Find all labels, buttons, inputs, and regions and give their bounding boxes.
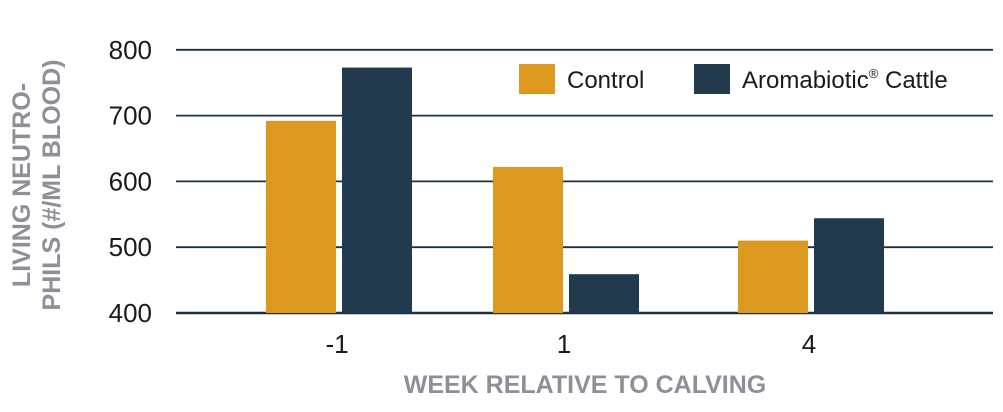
y-tick-label-800: 800	[109, 35, 152, 65]
legend-swatch-control	[519, 64, 555, 94]
bar-aromabiotic-week-4	[814, 218, 884, 313]
legend: Control Aromabiotic® Cattle	[519, 64, 948, 94]
x-axis-title: WEEK RELATIVE TO CALVING	[404, 371, 767, 399]
y-tick-label-600: 600	[109, 166, 152, 196]
bars	[266, 67, 884, 313]
y-axis-title-line-1: LIVING NEUTRO-	[8, 83, 36, 287]
y-tick-labels: 400 500 600 700 800	[109, 35, 152, 328]
legend-label-aromabiotic-name: Aromabiotic	[742, 67, 869, 94]
x-tick-label-4: 4	[802, 329, 816, 359]
x-tick-label--1: -1	[325, 329, 348, 359]
x-tick-labels: -1 1 4	[325, 329, 816, 359]
legend-label-aromabiotic-suffix: Cattle	[878, 67, 947, 94]
bar-aromabiotic-week-1	[569, 274, 639, 313]
legend-label-control: Control	[567, 67, 644, 94]
legend-label-aromabiotic-reg: ®	[869, 66, 879, 81]
bar-control-week-4	[738, 240, 808, 313]
y-tick-label-700: 700	[109, 101, 152, 131]
legend-label-aromabiotic: Aromabiotic® Cattle	[742, 66, 948, 94]
x-tick-label-1: 1	[557, 329, 571, 359]
y-tick-label-400: 400	[109, 298, 152, 328]
bar-aromabiotic-week--1	[342, 67, 412, 313]
bar-control-week--1	[266, 120, 336, 313]
y-tick-label-500: 500	[109, 232, 152, 262]
y-axis-title: LIVING NEUTRO- PHILS (#/ML BLOOD)	[8, 60, 66, 311]
legend-swatch-aromabiotic	[694, 64, 730, 94]
bar-control-week-1	[493, 166, 563, 313]
y-axis-title-line-2: PHILS (#/ML BLOOD)	[38, 60, 66, 311]
